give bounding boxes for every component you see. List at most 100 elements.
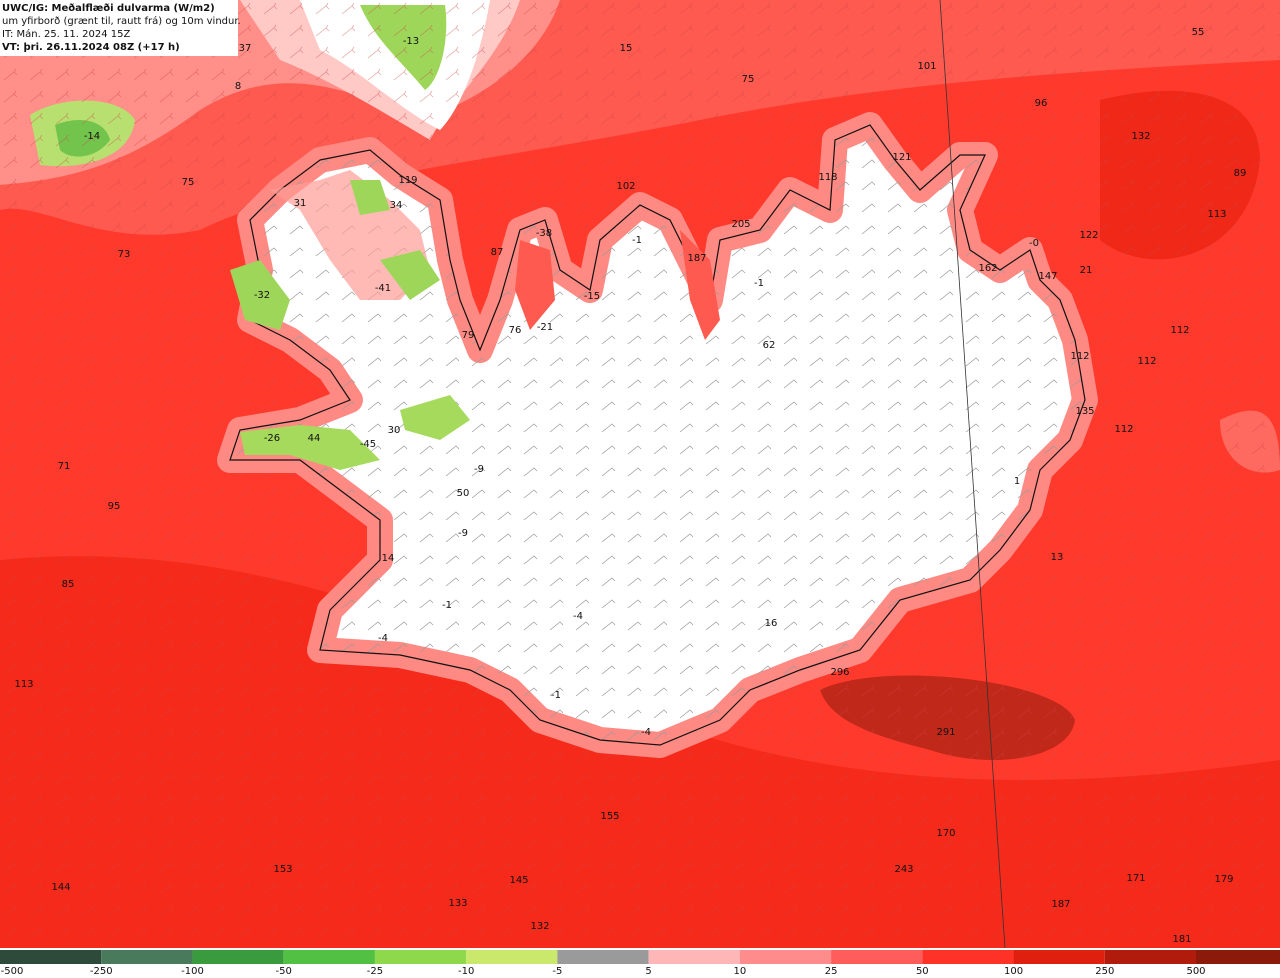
colorbar-tick-label: -10 xyxy=(458,966,474,977)
value-label: 95 xyxy=(108,501,121,512)
value-label: 55 xyxy=(1192,27,1205,38)
value-label: 162 xyxy=(978,263,997,274)
value-label: 243 xyxy=(894,864,913,875)
colorbar-tick-label: 100 xyxy=(1004,966,1023,977)
colorbar-segment xyxy=(101,950,193,964)
zone xyxy=(230,180,440,330)
header-line: um yfirborð (grænt til, rautt frá) og 10… xyxy=(2,15,241,27)
value-label: -15 xyxy=(584,291,600,302)
value-label: -1 xyxy=(551,690,561,701)
value-label: -4 xyxy=(378,633,388,644)
value-label: 79 xyxy=(462,330,475,341)
colorbar-tick-label: 25 xyxy=(825,966,838,977)
value-label: -38 xyxy=(536,228,552,239)
value-label: -0 xyxy=(1029,238,1039,249)
value-label: 75 xyxy=(182,177,195,188)
colorbar-tick-label: -50 xyxy=(276,966,292,977)
colorbar-segment xyxy=(192,950,284,964)
value-label: 113 xyxy=(1207,209,1226,220)
zone xyxy=(240,395,470,470)
value-label: 44 xyxy=(308,433,321,444)
value-label: -1 xyxy=(754,278,764,289)
colorbar-segment xyxy=(1104,950,1196,964)
value-label: 147 xyxy=(1038,271,1057,282)
colorbar-segment xyxy=(0,950,102,964)
value-label: 30 xyxy=(388,425,401,436)
colorbar-tick-label: -250 xyxy=(90,966,113,977)
value-label: 291 xyxy=(936,727,955,738)
value-label: -13 xyxy=(403,36,419,47)
value-label: 112 xyxy=(1114,424,1133,435)
colorbar-tick-label: -500 xyxy=(1,966,24,977)
value-label: 205 xyxy=(731,219,750,230)
colorbar-tick-label: -5 xyxy=(552,966,562,977)
value-label: 15 xyxy=(620,43,633,54)
value-label: -26 xyxy=(264,433,280,444)
value-label: 37 xyxy=(239,43,252,54)
colorbar-tick-label: 50 xyxy=(916,966,929,977)
colorbar-tick-label: -100 xyxy=(181,966,204,977)
value-label: -1 xyxy=(442,600,452,611)
value-label: -45 xyxy=(360,439,376,450)
colorbar-tick-label: 250 xyxy=(1095,966,1114,977)
value-label: 133 xyxy=(448,898,467,909)
value-label: 21 xyxy=(1080,265,1093,276)
header-line: VT: þri. 26.11.2024 08Z (+17 h) xyxy=(2,42,180,53)
value-label: 13 xyxy=(1051,552,1064,563)
colorbar-segment xyxy=(1196,950,1280,964)
value-label: 16 xyxy=(765,618,778,629)
value-label: -4 xyxy=(641,727,651,738)
value-label: 71 xyxy=(58,461,71,472)
colorbar-segment xyxy=(922,950,1014,964)
value-label: 73 xyxy=(118,249,131,260)
value-label: 181 xyxy=(1172,934,1191,945)
colorbar-tick-label: 10 xyxy=(733,966,746,977)
grid-line xyxy=(939,0,1006,949)
value-label: 112 xyxy=(1070,351,1089,362)
info-box xyxy=(0,0,238,56)
value-label: 118 xyxy=(818,172,837,183)
value-label: 112 xyxy=(1170,325,1189,336)
header-line: IT: Mán. 25. 11. 2024 15Z xyxy=(2,28,130,40)
value-label: -41 xyxy=(375,283,391,294)
value-label: 135 xyxy=(1075,406,1094,417)
value-label: 132 xyxy=(1131,131,1150,142)
value-label: 1 xyxy=(1014,476,1020,487)
colorbar-segment xyxy=(557,950,649,964)
colorbar-segment xyxy=(374,950,467,964)
value-label: 76 xyxy=(509,325,522,336)
colorbar-segment xyxy=(1013,950,1105,964)
value-label: 89 xyxy=(1234,168,1247,179)
value-label: 14 xyxy=(382,553,395,564)
value-label: 132 xyxy=(530,921,549,932)
colorbar-segment xyxy=(648,950,740,964)
colorbar-tick-label: 5 xyxy=(645,966,651,977)
value-label: 179 xyxy=(1214,874,1233,885)
value-label: 119 xyxy=(398,175,417,186)
value-label: -32 xyxy=(254,290,270,301)
colorbar-segment xyxy=(739,950,832,964)
land xyxy=(229,124,1086,746)
value-label: 75 xyxy=(742,74,755,85)
value-label: 122 xyxy=(1079,230,1098,241)
value-label: -9 xyxy=(474,464,484,475)
value-label: 170 xyxy=(936,828,955,839)
value-label: 153 xyxy=(273,864,292,875)
value-label: 85 xyxy=(62,579,75,590)
value-label: -1 xyxy=(632,235,642,246)
colorbar-tick-label: 500 xyxy=(1186,966,1205,977)
value-label: -4 xyxy=(573,611,583,622)
value-label: 96 xyxy=(1035,98,1048,109)
value-label: 31 xyxy=(294,198,307,209)
value-label: 187 xyxy=(1051,899,1070,910)
value-label: 296 xyxy=(830,667,849,678)
colorbar-segment xyxy=(283,950,375,964)
value-label: 113 xyxy=(14,679,33,690)
colorbar-segment xyxy=(831,950,923,964)
value-label: 187 xyxy=(687,253,706,264)
value-label: -9 xyxy=(458,528,468,539)
colorbar-tick-label: -25 xyxy=(367,966,383,977)
value-label: -14 xyxy=(84,131,100,142)
